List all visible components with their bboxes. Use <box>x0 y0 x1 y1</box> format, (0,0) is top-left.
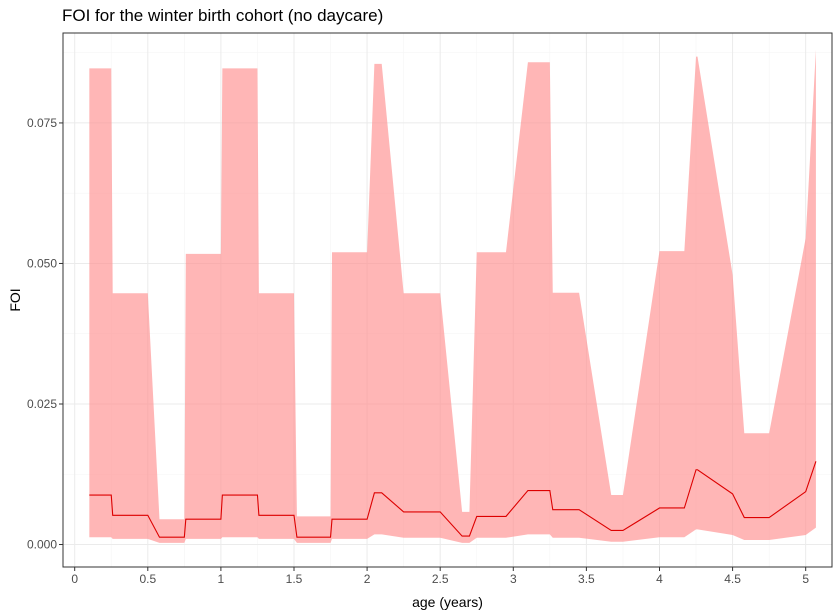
x-tick-label: 0.5 <box>139 572 156 586</box>
x-tick-label: 2 <box>364 572 371 586</box>
x-tick-label: 4 <box>656 572 663 586</box>
x-tick-label: 5 <box>802 572 809 586</box>
y-tick-label: 0.000 <box>27 538 57 552</box>
chart-title: FOI for the winter birth cohort (no dayc… <box>62 6 384 25</box>
foi-line-0 <box>89 461 817 538</box>
x-tick-label: 3.5 <box>578 572 595 586</box>
y-tick-label: 0.050 <box>27 256 57 270</box>
x-tick-label: 4.5 <box>724 572 741 586</box>
x-tick-label: 1.5 <box>286 572 303 586</box>
y-tick-label: 0.025 <box>27 397 57 411</box>
x-tick-label: 3 <box>510 572 517 586</box>
y-tick-label: 0.075 <box>27 116 57 130</box>
x-axis-title: age (years) <box>412 594 483 610</box>
x-tick-label: 0 <box>71 572 78 586</box>
confidence-ribbon-0 <box>89 49 816 543</box>
x-tick-label: 1 <box>218 572 225 586</box>
y-axis-title: FOI <box>7 288 23 311</box>
panel-border <box>62 32 833 568</box>
x-tick-label: 2.5 <box>432 572 449 586</box>
